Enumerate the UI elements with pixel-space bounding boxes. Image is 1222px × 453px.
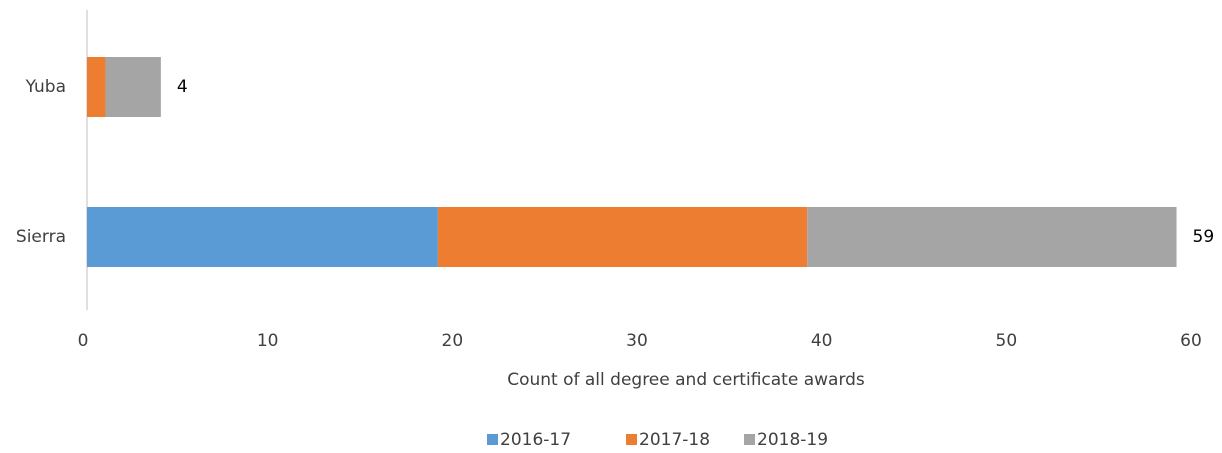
bar-segment bbox=[87, 57, 106, 117]
bar-segment bbox=[105, 57, 161, 117]
x-tick-label: 20 bbox=[442, 331, 464, 351]
x-tick-label: 40 bbox=[811, 331, 833, 351]
bar-segment bbox=[807, 207, 1177, 267]
y-tick-label: Sierra bbox=[16, 227, 66, 247]
x-tick-label: 50 bbox=[996, 331, 1018, 351]
x-tick-label: 10 bbox=[257, 331, 279, 351]
legend-label: 2016-17 bbox=[500, 430, 571, 450]
x-tick-label: 0 bbox=[78, 331, 89, 351]
x-tick-label: 30 bbox=[626, 331, 648, 351]
x-axis-title: Count of all degree and certificate awar… bbox=[507, 370, 865, 390]
total-label: 4 bbox=[177, 77, 188, 97]
legend-swatch bbox=[626, 434, 637, 445]
legend-swatch bbox=[744, 434, 755, 445]
y-tick-label: Yuba bbox=[25, 77, 66, 97]
bar-segment bbox=[437, 207, 808, 267]
legend-swatch bbox=[487, 434, 498, 445]
bar-segment bbox=[87, 207, 438, 267]
legend-label: 2017-18 bbox=[639, 430, 710, 450]
legend-label: 2018-19 bbox=[757, 430, 828, 450]
x-tick-label: 60 bbox=[1180, 331, 1202, 351]
total-label: 59 bbox=[1193, 227, 1215, 247]
